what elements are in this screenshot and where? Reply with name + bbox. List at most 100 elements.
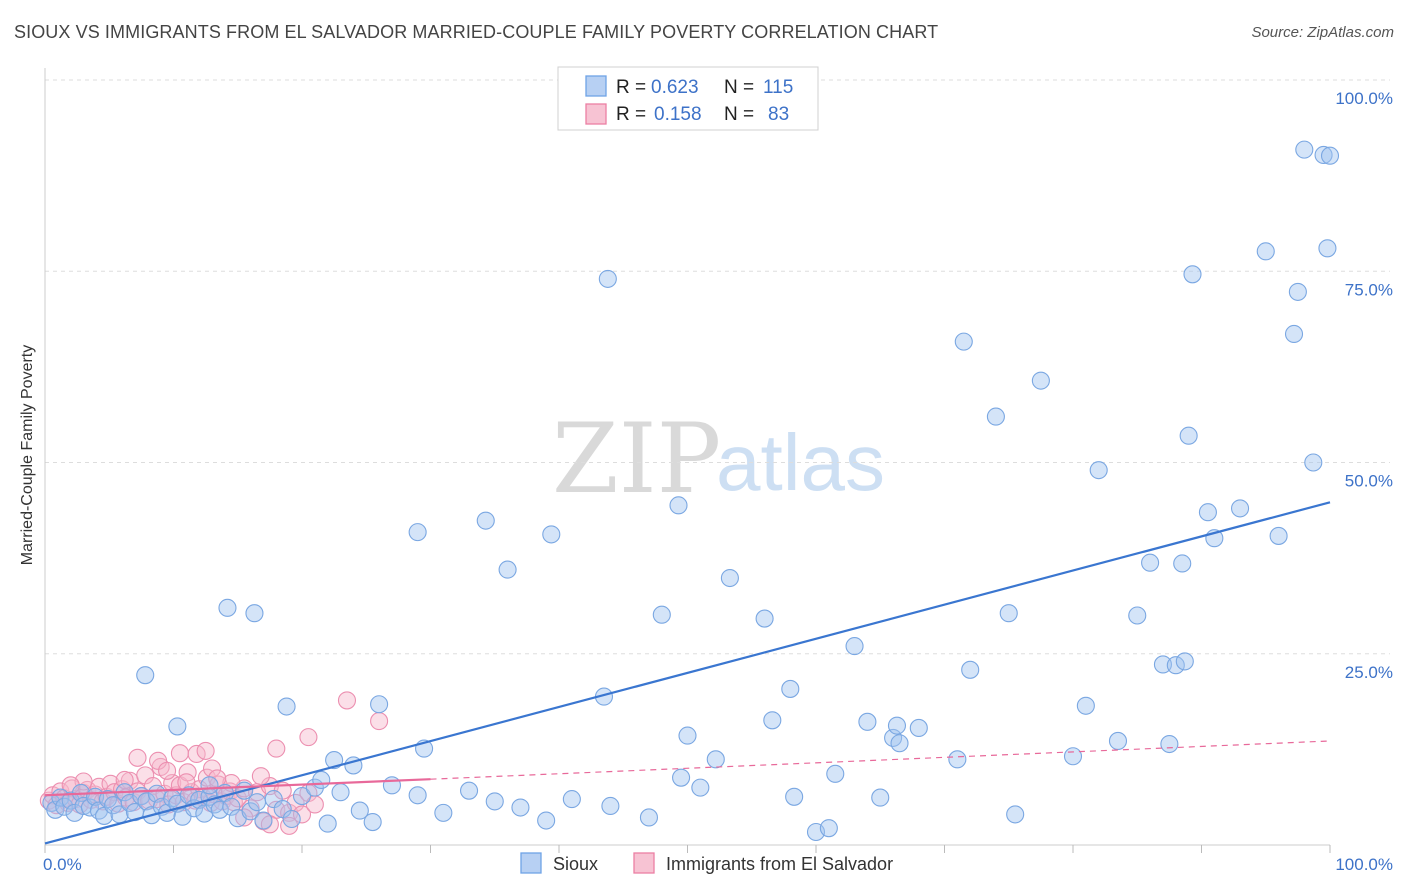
sioux-point-40 bbox=[254, 811, 273, 830]
sioux-point-100 bbox=[961, 660, 980, 679]
sioux-point-93 bbox=[871, 788, 890, 807]
sioux-point-81 bbox=[691, 778, 710, 797]
sioux-points bbox=[42, 140, 1340, 842]
sioux-point-124 bbox=[1320, 146, 1340, 165]
el-salvador-trend-line bbox=[44, 778, 431, 797]
sioux-point-126 bbox=[1198, 503, 1217, 522]
x-tick-label-100: 100.0% bbox=[1335, 855, 1393, 874]
watermark-zip: ZIP bbox=[552, 403, 721, 515]
sioux-point-64 bbox=[200, 776, 219, 795]
sioux-point-104 bbox=[1031, 371, 1050, 390]
sioux-point-65 bbox=[277, 697, 296, 716]
sioux-point-92 bbox=[858, 712, 877, 731]
el-salvador-point-70 bbox=[299, 728, 318, 747]
sioux-point-67 bbox=[325, 751, 344, 770]
sioux-point-110 bbox=[1141, 553, 1160, 572]
sioux-point-119 bbox=[1256, 242, 1275, 261]
sioux-point-78 bbox=[669, 496, 688, 515]
sioux-point-54 bbox=[485, 792, 504, 811]
legend-swatch-sioux bbox=[585, 75, 607, 97]
sioux-point-85 bbox=[763, 711, 782, 730]
sioux-point-82 bbox=[706, 750, 725, 769]
sioux-point-105 bbox=[1063, 747, 1083, 766]
sioux-point-91 bbox=[845, 637, 864, 656]
source-credit: Source: ZipAtlas.com bbox=[1251, 24, 1394, 41]
sioux-point-116 bbox=[1183, 265, 1202, 284]
sioux-point-103 bbox=[1006, 805, 1025, 824]
sioux-point-96 bbox=[887, 716, 907, 735]
sioux-point-107 bbox=[1089, 461, 1108, 480]
sioux-point-109 bbox=[1128, 606, 1147, 625]
sioux-point-59 bbox=[639, 808, 659, 827]
legend-r-label-sioux: R = bbox=[616, 77, 646, 98]
sioux-point-80 bbox=[678, 726, 697, 745]
sioux-point-71 bbox=[408, 523, 427, 542]
el-salvador-point-81 bbox=[208, 769, 227, 788]
sioux-point-123 bbox=[1314, 145, 1333, 165]
sioux-point-87 bbox=[785, 787, 804, 806]
sioux-point-30 bbox=[195, 804, 214, 823]
el-salvador-point-80 bbox=[251, 767, 270, 786]
sioux-point-76 bbox=[598, 269, 617, 288]
el-salvador-point-78 bbox=[280, 816, 299, 835]
bottom-legend-swatch-sioux bbox=[520, 852, 542, 874]
sioux-point-102 bbox=[999, 604, 1018, 623]
sioux-point-90 bbox=[826, 764, 845, 783]
el-salvador-point-74 bbox=[115, 770, 134, 790]
sioux-point-41 bbox=[264, 790, 283, 809]
legend-box: R = 0.623 N = 115 R = 0.158 N = 83 bbox=[557, 66, 819, 131]
sioux-point-129 bbox=[1318, 239, 1337, 258]
sioux-point-125 bbox=[1175, 652, 1194, 671]
el-salvador-point-72 bbox=[370, 712, 389, 731]
el-salvador-point-64 bbox=[170, 744, 189, 763]
legend-n-value-el-salvador: 83 bbox=[768, 104, 789, 125]
sioux-point-55 bbox=[511, 798, 530, 817]
x-tick-label-0: 0.0% bbox=[43, 855, 82, 874]
sioux-point-38 bbox=[241, 802, 260, 821]
bottom-legend: Sioux Immigrants from El Salvador bbox=[520, 852, 893, 874]
el-salvador-point-73 bbox=[158, 761, 177, 780]
sioux-point-108 bbox=[1108, 731, 1128, 751]
sioux-point-86 bbox=[781, 679, 800, 698]
sioux-point-111 bbox=[1153, 655, 1172, 674]
sioux-point-60 bbox=[218, 598, 237, 617]
sioux-point-112 bbox=[1160, 734, 1179, 754]
sioux-point-51 bbox=[408, 786, 427, 805]
sioux-point-98 bbox=[954, 332, 973, 351]
el-salvador-point-69 bbox=[267, 739, 286, 758]
sioux-point-43 bbox=[282, 809, 301, 829]
tick-labels: 25.0% 50.0% 75.0% 100.0% 0.0% 100.0% bbox=[43, 89, 1393, 874]
sioux-point-48 bbox=[350, 801, 369, 820]
sioux-point-74 bbox=[542, 525, 561, 544]
el-salvador-point-66 bbox=[196, 741, 215, 760]
legend-n-label-sioux: N = bbox=[724, 77, 754, 98]
sioux-point-73 bbox=[498, 560, 517, 579]
y-tick-label-50: 50.0% bbox=[1345, 472, 1393, 491]
el-salvador-point-36 bbox=[178, 763, 197, 782]
legend-n-label-el-salvador: N = bbox=[724, 104, 754, 125]
sioux-point-84 bbox=[755, 609, 774, 628]
y-tick-label-100: 100.0% bbox=[1335, 89, 1393, 108]
y-tick-label-25: 25.0% bbox=[1345, 663, 1393, 682]
sioux-point-95 bbox=[890, 734, 909, 753]
axes bbox=[44, 68, 1331, 853]
sioux-point-83 bbox=[720, 568, 739, 588]
sioux-point-49 bbox=[363, 812, 382, 832]
legend-r-label-el-salvador: R = bbox=[616, 104, 646, 125]
sioux-point-101 bbox=[986, 407, 1005, 426]
sioux-point-128 bbox=[1304, 453, 1323, 472]
sioux-point-39 bbox=[247, 793, 267, 812]
sioux-trend-line bbox=[44, 501, 1331, 845]
chart-title: SIOUX VS IMMIGRANTS FROM EL SALVADOR MAR… bbox=[14, 22, 939, 42]
y-tick-label-75: 75.0% bbox=[1345, 280, 1393, 299]
el-salvador-point-71 bbox=[337, 691, 357, 710]
sioux-point-52 bbox=[434, 803, 453, 822]
sioux-point-35 bbox=[222, 797, 241, 816]
sioux-point-115 bbox=[1179, 426, 1198, 445]
sioux-point-53 bbox=[459, 781, 479, 800]
sioux-point-42 bbox=[273, 799, 292, 819]
sioux-point-66 bbox=[312, 770, 331, 790]
el-salvador-point-63 bbox=[149, 751, 168, 770]
trend-lines bbox=[44, 501, 1331, 845]
sioux-point-99 bbox=[948, 750, 967, 769]
